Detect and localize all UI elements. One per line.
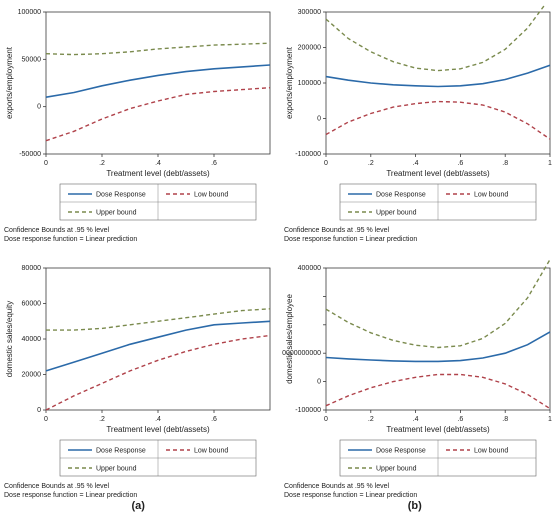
svg-text:Confidence Bounds at .95 % lev: Confidence Bounds at .95 % level (284, 483, 390, 490)
svg-text:0: 0 (324, 160, 328, 167)
svg-text:-100000: -100000 (295, 151, 321, 158)
svg-text:.4: .4 (155, 416, 161, 423)
panel-bl: 0 20000 40000 60000 80000 0 .2 .4 .6 domestic sal… (0, 256, 280, 512)
svg-text:Confidence Bounds at .95 % lev: Confidence Bounds at .95 % level (4, 483, 110, 490)
svg-text:Upper bound: Upper bound (96, 466, 137, 473)
svg-text:Treatment level (debt/assets): Treatment level (debt/assets) (106, 425, 210, 434)
svg-text:0: 0 (44, 160, 48, 167)
svg-text:-100000: -100000 (295, 407, 321, 414)
svg-text:.8: .8 (502, 160, 508, 167)
svg-text:Confidence Bounds at .95 % lev: Confidence Bounds at .95 % level (284, 227, 390, 234)
svg-text:80000: 80000 (22, 265, 42, 272)
svg-text:Upper bound: Upper bound (376, 466, 417, 473)
svg-text:0: 0 (44, 416, 48, 423)
svg-text:.6: .6 (211, 160, 217, 167)
svg-text:Dose Response: Dose Response (376, 448, 426, 455)
svg-text:Upper bound: Upper bound (376, 210, 417, 217)
svg-text:Dose Response: Dose Response (96, 448, 146, 455)
panel-tl: -500000500001000000.2.4.6exports/employm… (0, 0, 280, 256)
svg-text:50000: 50000 (22, 56, 42, 63)
svg-text:exports/employment: exports/employment (5, 46, 14, 119)
svg-text:.6: .6 (457, 160, 463, 167)
svg-text:Low bound: Low bound (474, 448, 508, 455)
svg-text:-50000: -50000 (19, 151, 41, 158)
svg-text:60000: 60000 (22, 301, 42, 308)
chart-grid: -500000500001000000.2.4.6exports/employm… (0, 0, 553, 500)
svg-text:Low bound: Low bound (194, 192, 228, 199)
svg-text:Dose Response: Dose Response (376, 192, 426, 199)
svg-text:Dose response function = Linea: Dose response function = Linear predicti… (4, 236, 137, 243)
svg-text:0: 0 (37, 104, 41, 111)
svg-text:exports/employment: exports/employment (285, 46, 294, 119)
svg-text:.6: .6 (457, 416, 463, 423)
svg-text:20000: 20000 (22, 372, 42, 379)
svg-text:40000: 40000 (22, 336, 42, 343)
svg-text:domestic sales/equity: domestic sales/equity (5, 301, 14, 377)
svg-text:0: 0 (37, 407, 41, 414)
panel-br: -100000010000000000000000000000004000000… (280, 256, 553, 512)
svg-text:Treatment level (debt/assets): Treatment level (debt/assets) (386, 425, 490, 434)
svg-text:Low bound: Low bound (194, 448, 228, 455)
svg-text:.2: .2 (368, 160, 374, 167)
svg-text:.8: .8 (502, 416, 508, 423)
svg-text:.2: .2 (99, 416, 105, 423)
svg-text:400000: 400000 (298, 265, 321, 272)
svg-text:Treatment level (debt/assets): Treatment level (debt/assets) (106, 169, 210, 178)
svg-text:Low bound: Low bound (474, 192, 508, 199)
svg-text:1: 1 (548, 416, 552, 423)
svg-text:100000: 100000 (18, 9, 41, 16)
svg-text:Dose response function = Linea: Dose response function = Linear predicti… (284, 236, 417, 243)
svg-text:domestic sales/employee: domestic sales/employee (285, 294, 294, 384)
svg-text:Dose Response: Dose Response (96, 192, 146, 199)
svg-text:0: 0 (317, 116, 321, 123)
svg-text:100000: 100000 (298, 80, 321, 87)
svg-text:Dose response function = Linea: Dose response function = Linear predicti… (284, 492, 417, 499)
svg-text:Confidence Bounds at .95 % lev: Confidence Bounds at .95 % level (4, 227, 110, 234)
svg-text:Dose response function = Linea: Dose response function = Linear predicti… (4, 492, 137, 499)
svg-text:Upper bound: Upper bound (96, 210, 137, 217)
panel-tr: -10000001000002000003000000.2.4.6.81expo… (280, 0, 553, 256)
svg-text:200000: 200000 (298, 45, 321, 52)
svg-text:0: 0 (324, 416, 328, 423)
svg-text:.4: .4 (413, 416, 419, 423)
svg-text:.2: .2 (368, 416, 374, 423)
svg-text:Treatment level (debt/assets): Treatment level (debt/assets) (386, 169, 490, 178)
svg-text:.2: .2 (99, 160, 105, 167)
svg-text:300000: 300000 (298, 9, 321, 16)
svg-text:.6: .6 (211, 416, 217, 423)
svg-text:.4: .4 (413, 160, 419, 167)
svg-text:0: 0 (317, 379, 321, 386)
svg-text:.4: .4 (155, 160, 161, 167)
svg-text:1: 1 (548, 160, 552, 167)
